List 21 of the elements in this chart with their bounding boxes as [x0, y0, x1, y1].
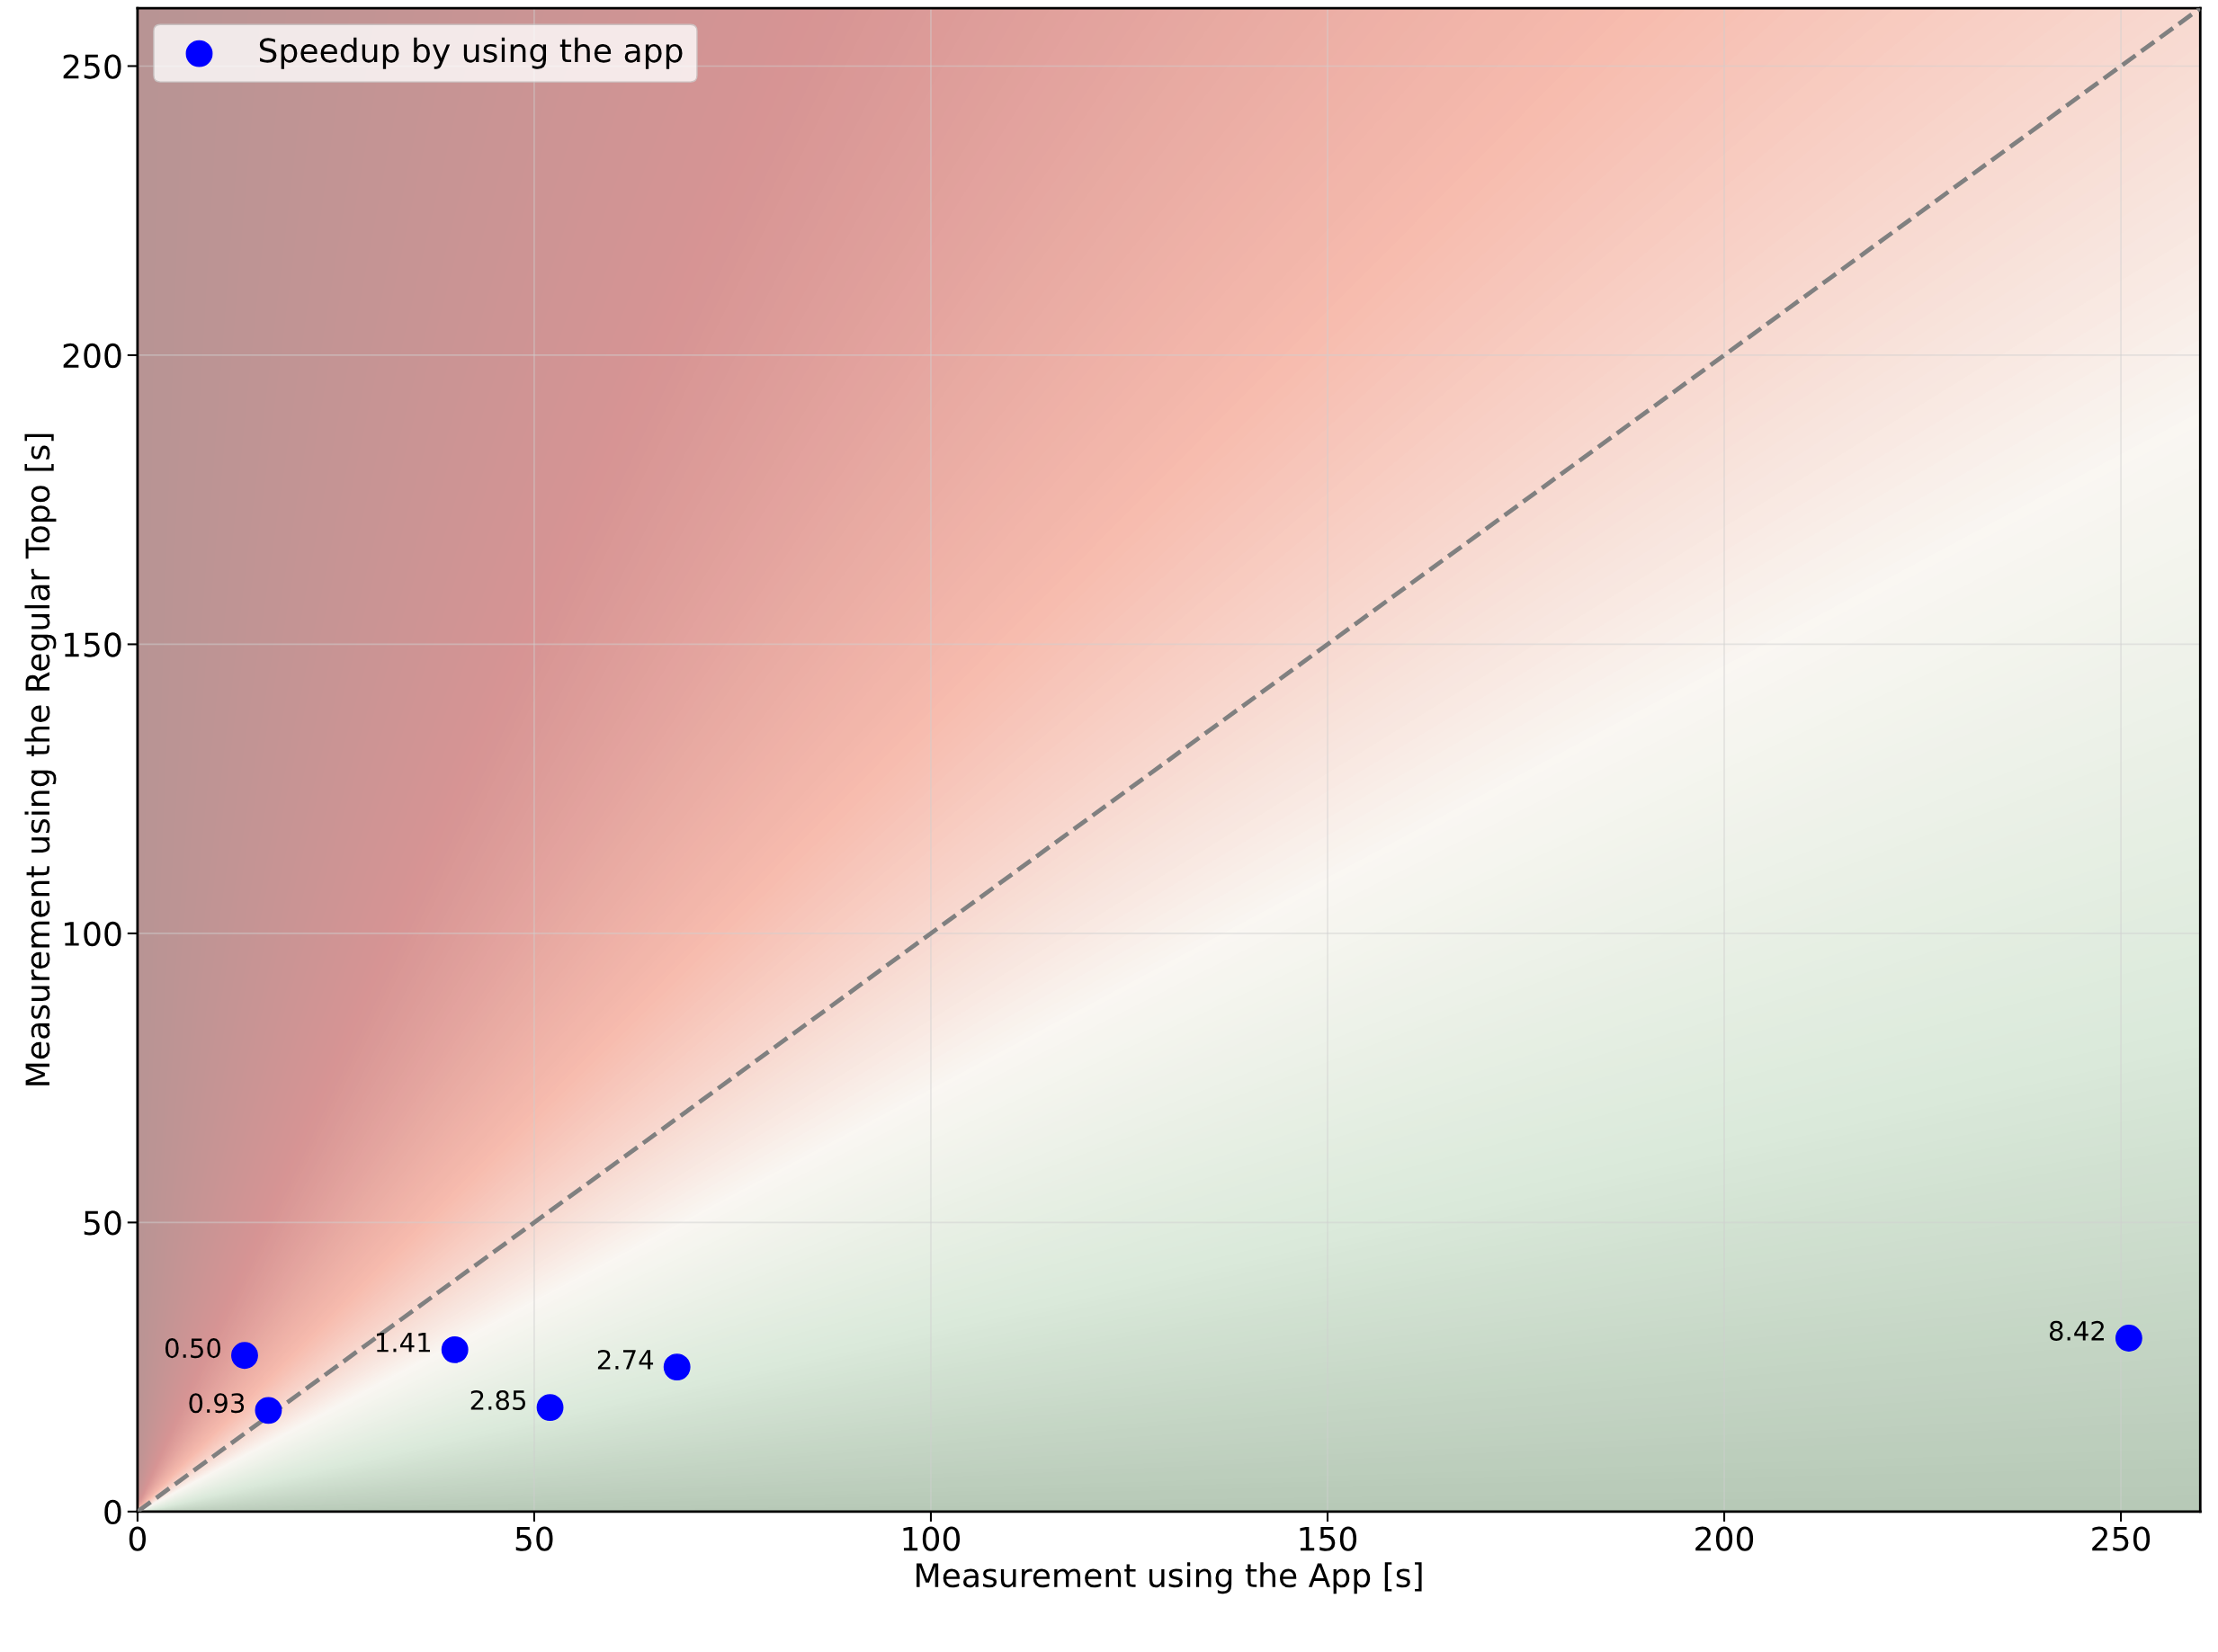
x-tick-label: 250	[2092, 1526, 2151, 1551]
y-tick-label: 200	[63, 343, 121, 369]
y-tick-label: 0	[104, 1499, 121, 1525]
x-tick-label: 200	[1695, 1526, 1754, 1551]
y-tick-label: 150	[64, 632, 121, 657]
annotation: 1.41	[376, 1333, 431, 1353]
x-tick-label: 50	[515, 1526, 553, 1551]
annotation: 0.50	[165, 1338, 221, 1359]
annotation: 2.85	[470, 1389, 526, 1411]
x-tick-label: 0	[129, 1526, 146, 1551]
annotation: 8.42	[2049, 1320, 2104, 1341]
annotation: 0.93	[189, 1393, 245, 1414]
legend-label: Speedup by using the app	[259, 37, 683, 69]
x-axis-title: Measurement using the App [s]	[917, 1562, 1422, 1594]
y-axis-title: Measurement using the Regular Topo [s]	[24, 433, 57, 1085]
annotation: 2.74	[597, 1349, 654, 1370]
y-tick-label: 50	[84, 1210, 121, 1236]
y-tick-label: 100	[64, 921, 121, 947]
x-tick-label: 150	[1300, 1526, 1357, 1551]
y-tick-label: 250	[63, 54, 121, 79]
x-tick-label: 100	[903, 1526, 961, 1551]
